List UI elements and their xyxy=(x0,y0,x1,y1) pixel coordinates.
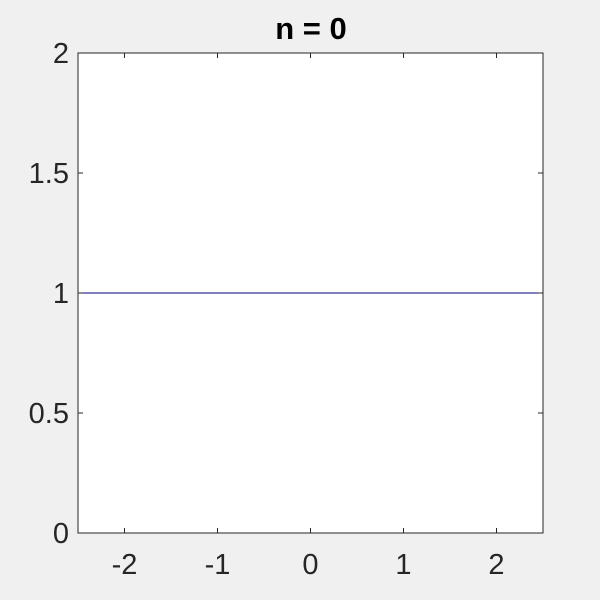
y-tick-label: 0 xyxy=(53,518,69,550)
x-tick-label: 1 xyxy=(395,549,411,581)
chart-title: n = 0 xyxy=(275,11,347,46)
y-tick-label: 0.5 xyxy=(29,398,69,430)
x-tick-label: 0 xyxy=(302,549,318,581)
y-tick-label: 1 xyxy=(53,278,69,310)
x-tick-label: -2 xyxy=(112,549,138,581)
x-tick-label: -1 xyxy=(205,549,231,581)
axes-frame xyxy=(77,52,544,534)
y-tick-label: 1.5 xyxy=(29,158,69,190)
y-tick-label: 2 xyxy=(53,38,69,70)
x-tick-label: 2 xyxy=(488,549,504,581)
